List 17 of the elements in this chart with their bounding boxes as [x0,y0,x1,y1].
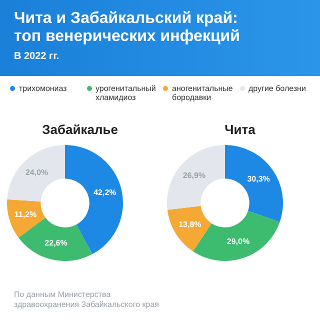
text: В 2022 гг. [14,51,60,62]
data-label: 29,0% [226,237,250,246]
data-label: 11,2% [14,210,37,219]
chart-title: Чита [224,122,256,137]
legend-label: урогенитальный хламидиоз [96,84,157,102]
text: Забайкалье [41,122,119,137]
data-label: 22,6% [44,238,68,248]
legend-label: аногенитальные бородавки [172,84,234,102]
text: Чита и Забайкальский край: топ венерических инфекций [14,10,241,46]
data-label: 13,8% [178,220,202,229]
data-label: 26,9% [182,170,206,180]
legend-label: трихомониаз [19,84,67,93]
data-label: 24,0% [25,168,48,178]
legend-label: другие болезни [248,84,306,93]
data-label: 42,2% [94,188,116,198]
data-label: 30,3% [247,174,270,184]
text: По данным Министерства здравоохранения Забайкальского края [14,290,160,310]
